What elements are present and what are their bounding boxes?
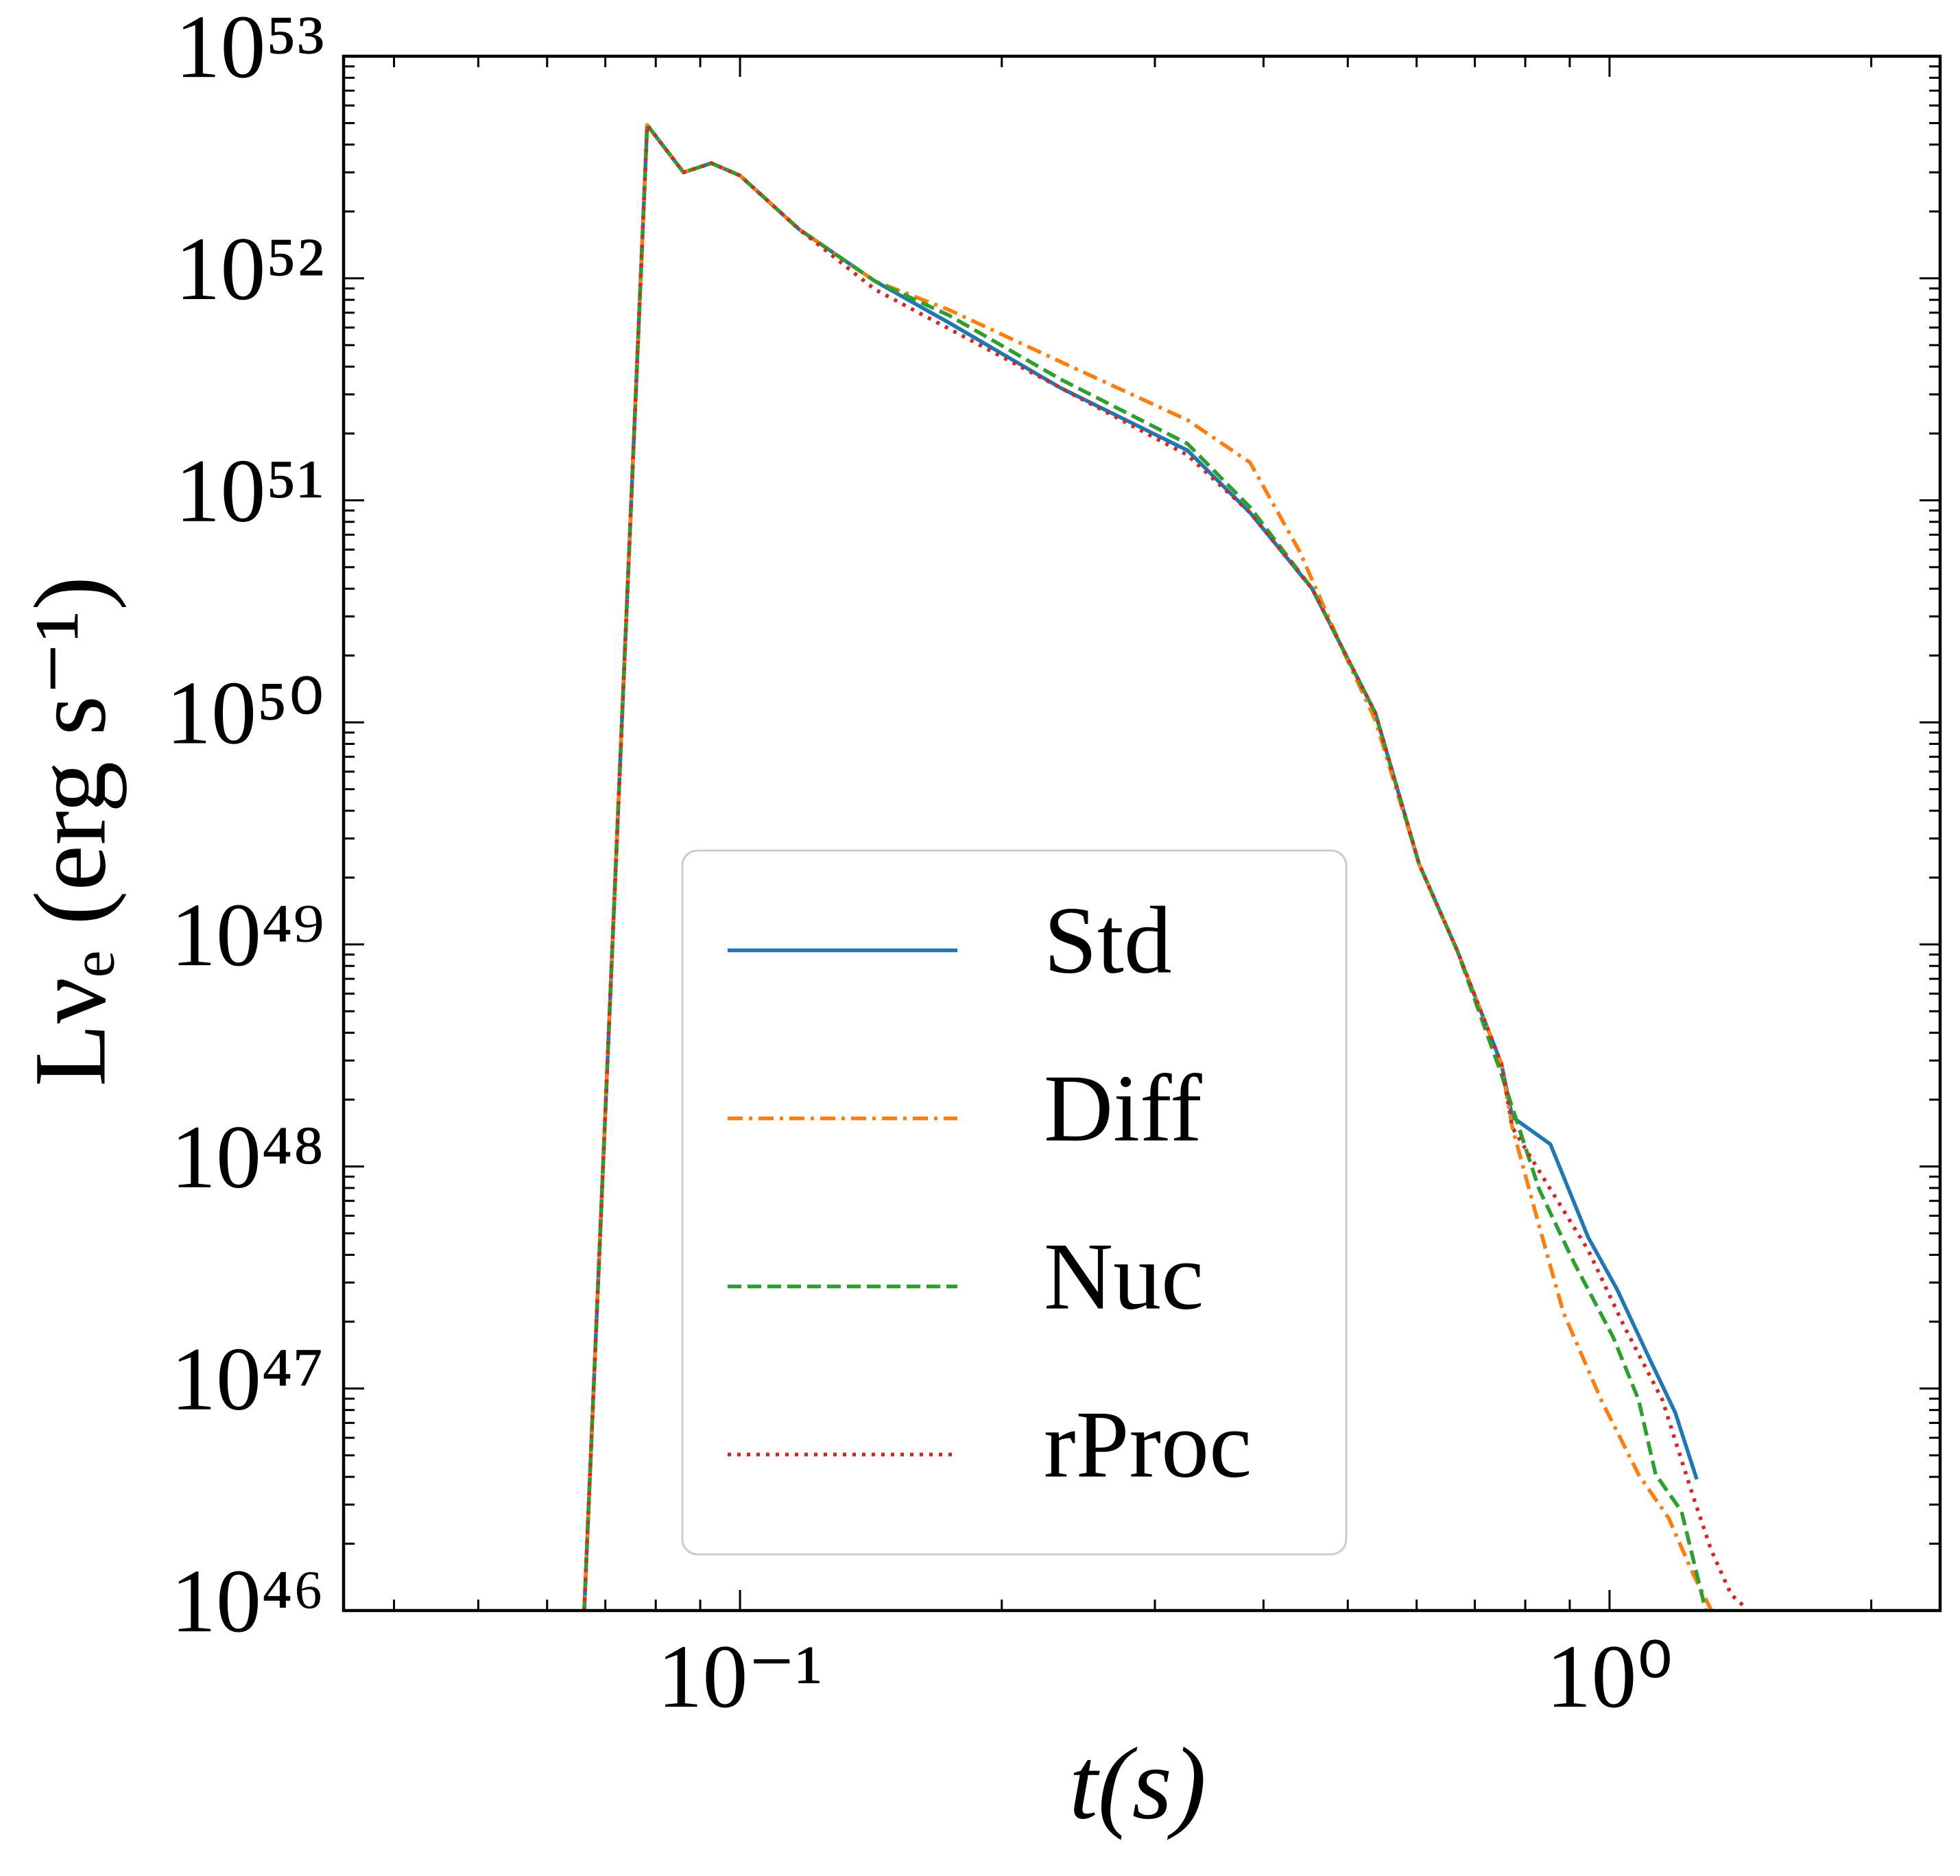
plot-area xyxy=(582,123,1746,1611)
x-axis-label: t(s) xyxy=(1069,1726,1206,1840)
y-tick-label: 10⁵⁰ xyxy=(166,662,324,763)
legend-label: Diff xyxy=(1044,1056,1202,1162)
legend-box xyxy=(681,849,1348,1556)
x-tick-label: 10⁻¹ xyxy=(657,1626,822,1726)
y-tick-label: 10⁴⁶ xyxy=(171,1550,324,1651)
x-tick-label: 10⁰ xyxy=(1546,1626,1673,1726)
y-tick-label: 10⁵³ xyxy=(175,0,324,97)
y-tick-label: 10⁵² xyxy=(175,218,324,319)
plot-frame xyxy=(342,54,1942,1613)
y-tick-label: 10⁴⁷ xyxy=(171,1329,324,1429)
legend-label: rProc xyxy=(1044,1392,1252,1498)
legend-label: Nuc xyxy=(1044,1224,1204,1330)
y-tick-label: 10⁴⁸ xyxy=(171,1106,324,1207)
y-tick-label: 10⁴⁹ xyxy=(171,884,324,985)
y-tick-label: 10⁵¹ xyxy=(175,440,324,541)
y-axis-label: Lνₑ (erg s⁻¹) xyxy=(13,576,127,1087)
legend-label: Std xyxy=(1044,888,1172,994)
data-line xyxy=(582,123,1746,1611)
